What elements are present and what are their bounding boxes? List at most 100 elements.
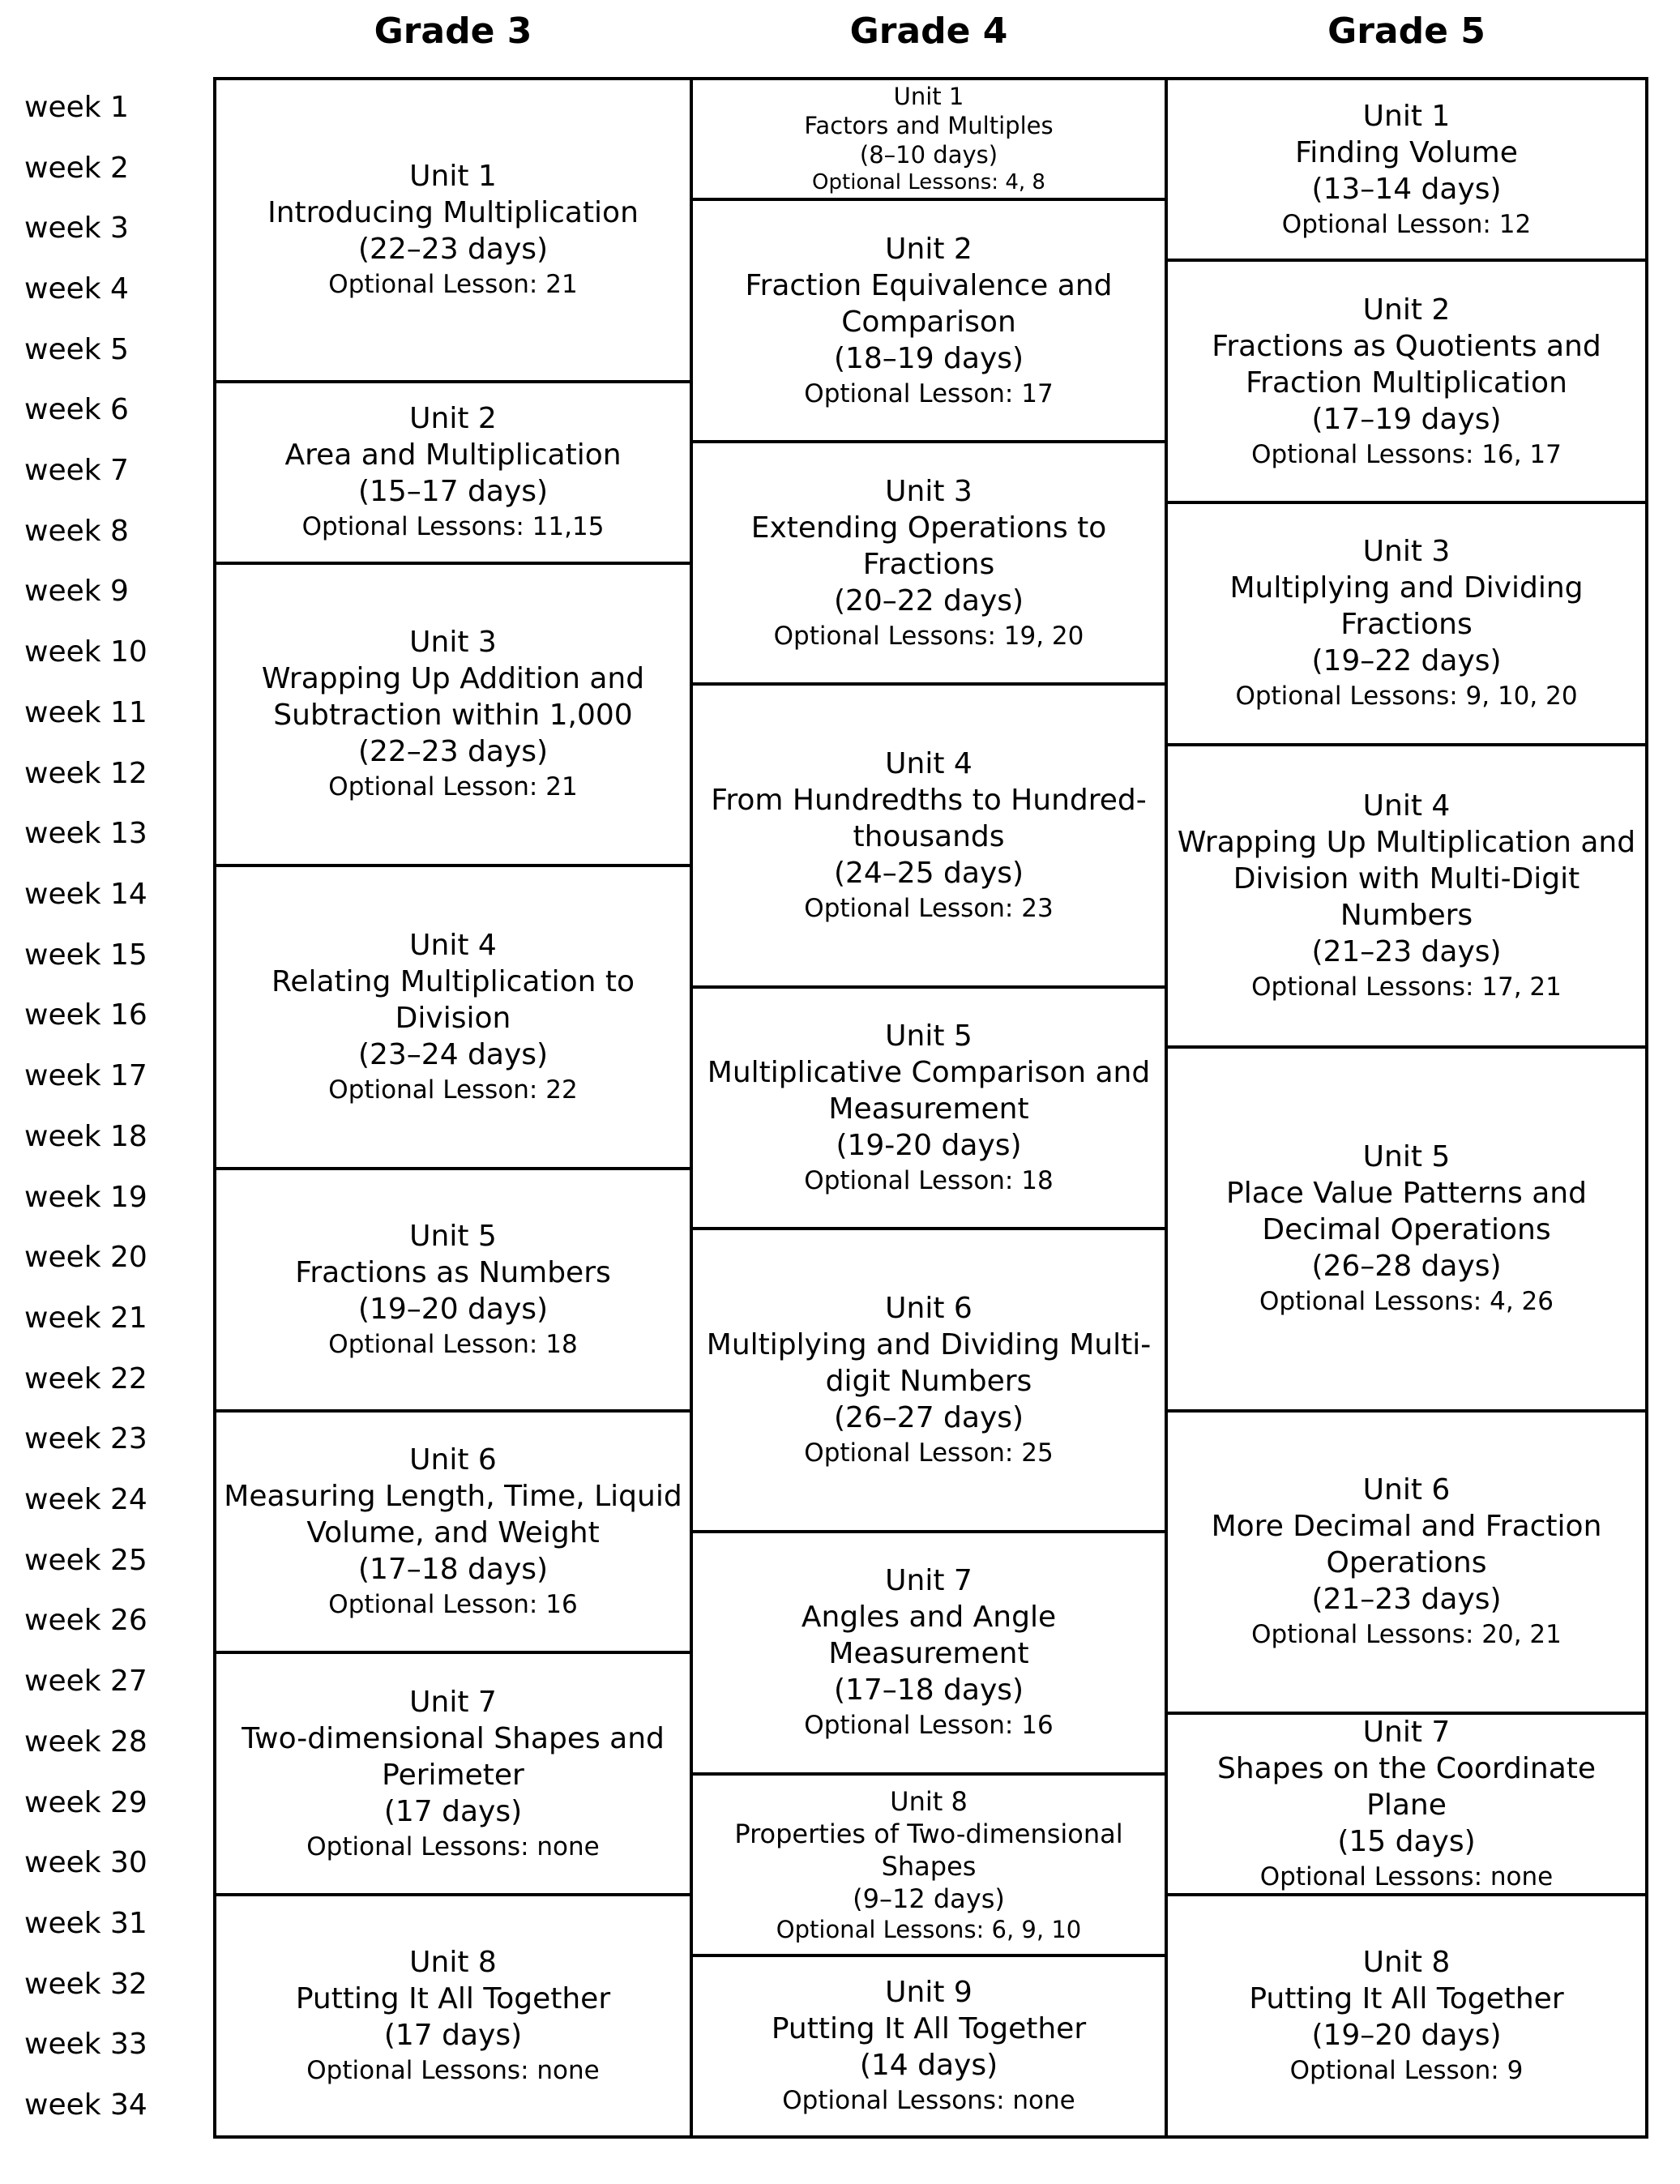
grade-3-unit-7-cell: Unit 7 Two-dimensional Shapes and Perimet… [213, 1651, 693, 1897]
unit-title: Fractions as Quotients and Fraction Mult… [1212, 329, 1601, 400]
unit-optional: Optional Lessons: 19, 20 [773, 621, 1084, 651]
grade-4-unit-4-cell: Unit 4 From Hundredths to Hundred-thousan… [690, 682, 1168, 989]
unit-optional: Optional Lesson: 25 [804, 1438, 1054, 1468]
unit-optional: Optional Lesson: 21 [328, 772, 578, 802]
grade-3-unit-5-cell: Unit 5 Fractions as Numbers (19–20 days) Op… [213, 1166, 693, 1413]
unit-optional: Optional Lessons: 16, 17 [1251, 439, 1562, 469]
week-label-14: week 14 [24, 878, 147, 912]
unit-title: More Decimal and Fraction Operations [1211, 1510, 1602, 1580]
unit-optional: Optional Lesson: 9 [1289, 2056, 1524, 2086]
unit-days: (14 days) [859, 2049, 998, 2083]
unit-title: Putting It All Together [295, 1982, 611, 2016]
grade-4-unit-2-cell: Unit 2 Fraction Equivalence and Compariso… [690, 198, 1168, 444]
week-label-21: week 21 [24, 1301, 147, 1335]
unit-days: (22–23 days) [357, 735, 549, 769]
unit-optional: Optional Lesson: 21 [328, 270, 578, 300]
week-label-33: week 33 [24, 2028, 147, 2062]
week-label-12: week 12 [24, 756, 147, 790]
unit-title: Factors and Multiples [804, 112, 1054, 140]
week-label-34: week 34 [24, 2088, 147, 2122]
week-label-11: week 11 [24, 695, 147, 729]
unit-days: (19–20 days) [1311, 2019, 1502, 2053]
unit-label: Unit 1 [893, 83, 964, 111]
grade-4-unit-3-cell: Unit 3 Extending Operations to Fractions(… [690, 440, 1168, 686]
unit-days: (17 days) [383, 2019, 523, 2053]
unit-days: (23–24 days) [357, 1037, 549, 1071]
grade-4-unit-9-cell: Unit 9 Putting It All Together (14 days) Op… [690, 1953, 1168, 2139]
week-label-6: week 6 [24, 393, 129, 427]
unit-title: Fraction Equivalence and Comparison [745, 268, 1113, 339]
week-label-3: week 3 [24, 212, 129, 246]
grade-5-unit-7-cell: Unit 7 Shapes on the Coordinate Plane (15 … [1165, 1712, 1648, 1897]
grade-5-unit-5-cell: Unit 5 Place Value Patterns and Decimal O… [1165, 1045, 1648, 1413]
week-label-8: week 8 [24, 514, 129, 548]
unit-optional: Optional Lesson: 12 [1281, 209, 1532, 239]
unit-days: (19-20 days) [836, 1128, 1022, 1162]
week-label-17: week 17 [24, 1059, 147, 1093]
grade-4-unit-7-cell: Unit 7 Angles and Angle Measurement (17–18… [690, 1529, 1168, 1776]
week-label-24: week 24 [24, 1483, 147, 1517]
unit-title: Putting It All Together [1249, 1982, 1564, 2016]
unit-label: Unit 6 [409, 1442, 497, 1477]
week-label-29: week 29 [24, 1785, 147, 1819]
unit-days: (21–23 days) [1311, 1583, 1502, 1617]
unit-title: Putting It All Together [771, 2012, 1087, 2046]
unit-label: Unit 7 [1362, 1716, 1451, 1750]
unit-label: Unit 8 [890, 1785, 968, 1817]
unit-optional: Optional Lessons: none [306, 1831, 600, 1861]
unit-label: Unit 1 [409, 160, 497, 194]
week-label-2: week 2 [24, 151, 129, 185]
unit-label: Unit 2 [409, 402, 497, 436]
unit-optional: Optional Lessons: 9, 10, 20 [1235, 682, 1578, 712]
unit-days: (17–19 days) [1311, 402, 1502, 436]
grade-5-unit-6-cell: Unit 6 More Decimal and Fraction Operatio… [1165, 1408, 1648, 1716]
unit-title: Fractions as Numbers [295, 1255, 611, 1289]
week-label-18: week 18 [24, 1119, 147, 1153]
grade-5-unit-8-cell: Unit 8 Putting It All Together (19–20 days… [1165, 1893, 1648, 2139]
unit-label: Unit 3 [885, 474, 973, 508]
unit-optional: Optional Lesson: 16 [328, 1589, 578, 1619]
week-label-7: week 7 [24, 454, 129, 488]
unit-title: Two-dimensional Shapes and Perimeter [242, 1721, 665, 1792]
week-label-30: week 30 [24, 1846, 147, 1880]
unit-days: (22–23 days) [357, 233, 549, 267]
unit-label: Unit 1 [1362, 99, 1451, 133]
grade-3-header: Grade 3 [374, 11, 532, 52]
unit-label: Unit 9 [885, 1976, 973, 2010]
unit-days: (17 days) [383, 1794, 523, 1828]
unit-label: Unit 7 [409, 1685, 497, 1719]
unit-label: Unit 5 [409, 1219, 497, 1253]
unit-label: Unit 5 [885, 1019, 973, 1053]
unit-days: (24–25 days) [833, 856, 1024, 890]
grade-5-unit-2-cell: Unit 2 Fractions as Quotients and Fractio… [1165, 259, 1648, 504]
unit-title: Shapes on the Coordinate Plane [1216, 1752, 1597, 1823]
week-label-31: week 31 [24, 1907, 147, 1941]
week-label-1: week 1 [24, 90, 129, 124]
unit-title: Place Value Patterns and Decimal Operati… [1226, 1177, 1587, 1247]
unit-title: Angles and Angle Measurement [801, 1601, 1057, 1671]
week-label-25: week 25 [24, 1543, 147, 1577]
grade-5-unit-1-cell: Unit 1 Finding Volume (13–14 days) Optional… [1165, 77, 1648, 263]
grade-4-unit-1-cell: Unit 1 Factors and Multiples (8–10 days) Op… [690, 77, 1168, 202]
unit-title: Measuring Length, Time, Liquid Volume, a… [224, 1479, 682, 1549]
unit-optional: Optional Lessons: none [306, 2056, 600, 2086]
unit-label: Unit 4 [885, 746, 973, 780]
grade-3-unit-2-cell: Unit 2 Area and Multiplication (15–17 days… [213, 379, 693, 565]
unit-days: (9–12 days) [853, 1883, 1005, 1914]
unit-optional: Optional Lesson: 22 [328, 1075, 578, 1105]
unit-optional: Optional Lessons: 17, 21 [1251, 972, 1562, 1002]
unit-optional: Optional Lessons: 6, 9, 10 [776, 1915, 1082, 1943]
week-label-27: week 27 [24, 1665, 147, 1699]
unit-optional: Optional Lesson: 18 [328, 1329, 578, 1359]
unit-days: (13–14 days) [1311, 172, 1502, 206]
week-label-16: week 16 [24, 998, 147, 1032]
week-label-19: week 19 [24, 1180, 147, 1214]
unit-label: Unit 2 [885, 232, 973, 266]
week-label-20: week 20 [24, 1241, 147, 1275]
grade-3-unit-8-cell: Unit 8 Putting It All Together (17 days) Op… [213, 1893, 693, 2139]
unit-optional: Optional Lesson: 23 [804, 893, 1054, 923]
unit-label: Unit 6 [885, 1292, 973, 1326]
unit-title: Extending Operations to Fractions [750, 511, 1107, 581]
unit-days: (17–18 days) [833, 1673, 1024, 1707]
